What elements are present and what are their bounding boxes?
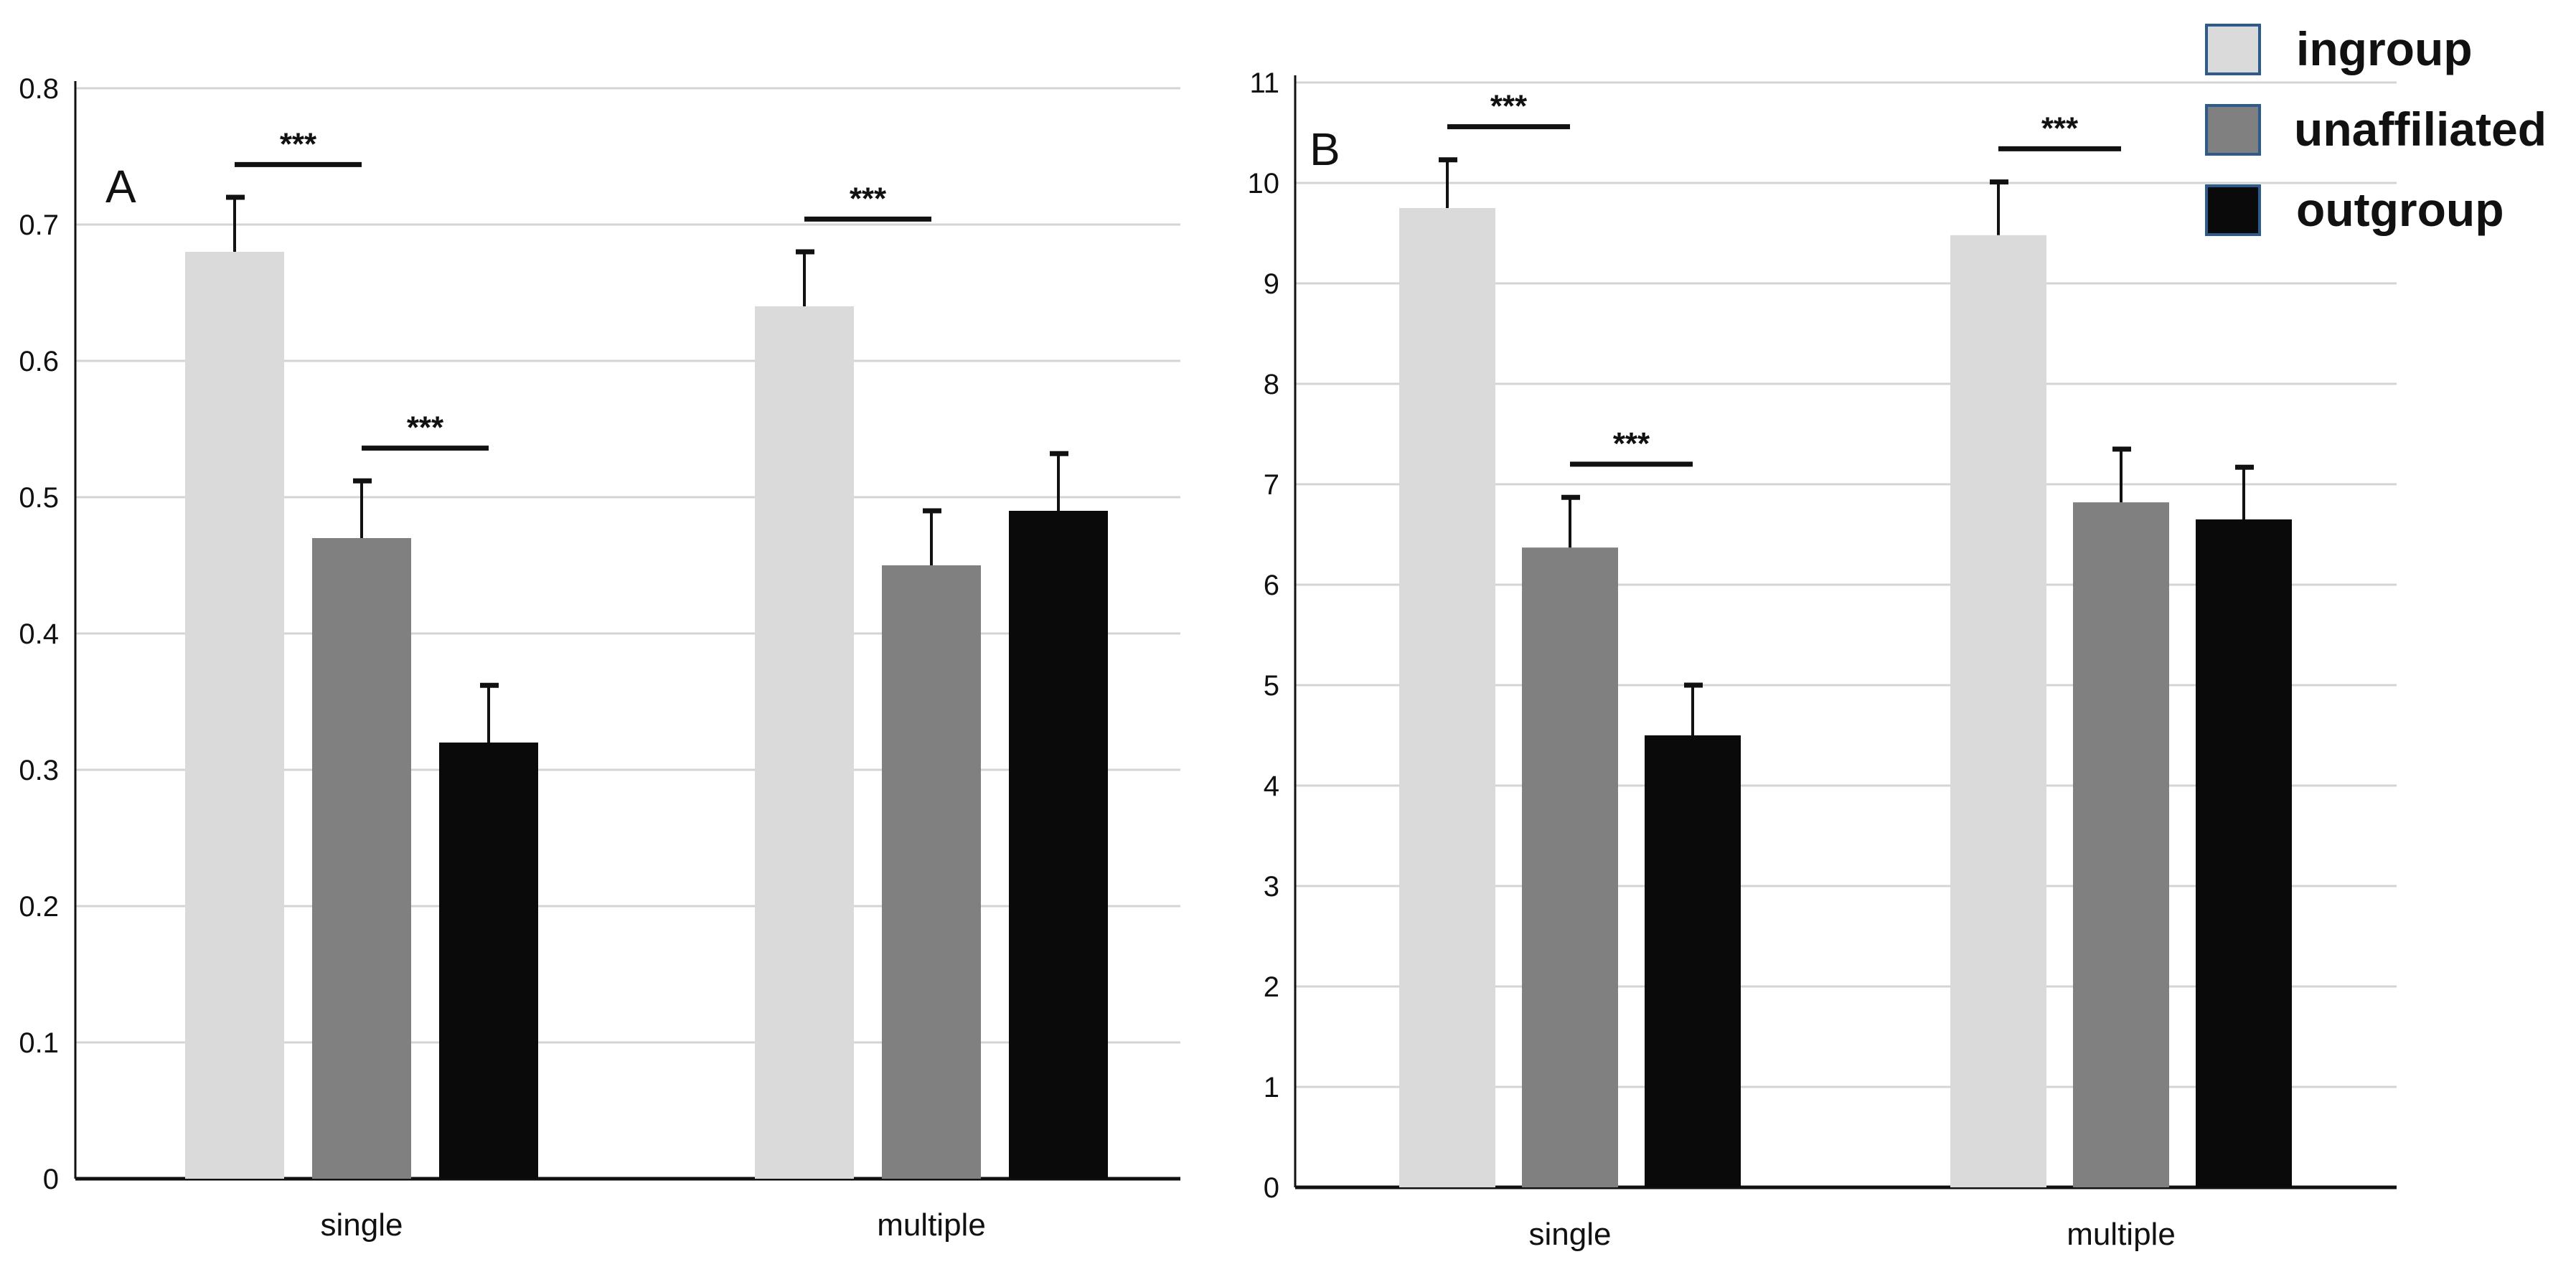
y-tick-label: 0 [1264, 1172, 1279, 1204]
y-tick-label: 0.6 [19, 346, 59, 377]
y-tick-label: 0.4 [19, 618, 59, 650]
legend-label-outgroup: outgroup [2296, 183, 2504, 236]
bar-ingroup-multiple [1950, 235, 2046, 1187]
bar-unaffiliated-single [312, 538, 411, 1179]
y-tick-label: 5 [1264, 670, 1279, 702]
y-tick-label: 2 [1264, 971, 1279, 1003]
y-tick-label: 0.1 [19, 1027, 59, 1059]
x-tick-label-multiple: multiple [877, 1207, 986, 1243]
legend-swatch-unaffiliated [2205, 104, 2261, 156]
significance-label: *** [1613, 426, 1650, 461]
y-tick-label: 3 [1264, 871, 1279, 903]
significance-label: *** [2041, 110, 2079, 146]
y-tick-label: 0.2 [19, 891, 59, 923]
y-tick-label: 1 [1264, 1072, 1279, 1103]
panel-letter: A [105, 161, 136, 212]
significance-label: *** [850, 181, 887, 216]
bar-ingroup-single [1399, 208, 1495, 1187]
panel-letter: B [1310, 123, 1340, 175]
significance-label: *** [1490, 89, 1528, 124]
y-tick-label: 7 [1264, 469, 1279, 501]
y-tick-label: 0.7 [19, 209, 59, 241]
y-tick-label: 11 [1249, 67, 1279, 99]
y-tick-label: 0.3 [19, 755, 59, 786]
y-tick-label: 4 [1264, 771, 1279, 802]
bar-outgroup-single [439, 743, 538, 1179]
significance-label: *** [280, 126, 317, 161]
bar-outgroup-multiple [1009, 511, 1108, 1179]
significance-label: *** [407, 410, 444, 446]
y-tick-label: 0.5 [19, 482, 59, 514]
legend-label-ingroup: ingroup [2296, 22, 2473, 75]
bar-unaffiliated-multiple [882, 565, 981, 1179]
bar-ingroup-single [185, 252, 284, 1179]
bar-outgroup-multiple [2196, 519, 2292, 1187]
y-tick-label: 9 [1264, 268, 1279, 300]
y-tick-label: 6 [1264, 570, 1279, 601]
y-tick-label: 8 [1264, 369, 1279, 400]
bar-unaffiliated-single [1522, 547, 1618, 1187]
x-tick-label-single: single [1529, 1217, 1612, 1252]
legend-swatch-outgroup [2205, 184, 2261, 236]
x-tick-label-multiple: multiple [2067, 1217, 2176, 1252]
bar-ingroup-multiple [755, 306, 854, 1179]
x-tick-label-single: single [321, 1207, 403, 1243]
bar-outgroup-single [1645, 735, 1741, 1187]
legend-swatch-ingroup [2205, 24, 2261, 75]
y-tick-label: 0.8 [19, 73, 59, 105]
y-tick-label: 0 [43, 1164, 59, 1195]
bar-unaffiliated-multiple [2073, 502, 2169, 1187]
legend-label-unaffiliated: unaffiliated [2294, 103, 2547, 156]
y-tick-label: 10 [1248, 168, 1280, 199]
